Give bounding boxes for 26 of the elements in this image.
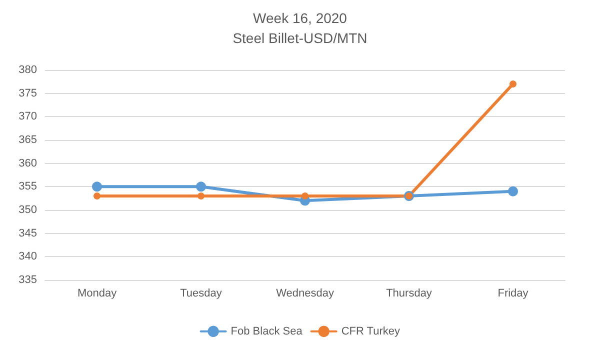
point [94,192,100,200]
x-tick-label: Thursday [386,288,432,300]
legend-label: Fob Black Sea [230,325,304,338]
point [508,186,518,196]
x-tick-label: Wednesday [276,288,334,300]
x-tick-label: Tuesday [180,288,222,300]
y-tick-label: 360 [18,157,37,170]
y-tick-label: 370 [18,110,37,123]
y-tick-label: 345 [18,227,37,240]
legend-label: CFR Turkey [341,325,401,338]
chart-title: Week 16, 2020 [253,10,348,26]
point [510,80,516,88]
chart-subtitle: Steel Billet-USD/MTN [232,30,368,46]
y-tick-label: 350 [18,204,37,216]
x-tick-label: Friday [498,288,529,300]
y-tick-label: 355 [18,180,37,193]
y-tick-label: 340 [18,250,37,263]
y-tick-label: 365 [18,134,37,146]
point [302,192,308,200]
x-tick-label: Monday [77,288,118,300]
point [92,182,102,192]
point [198,192,204,200]
y-tick-label: 380 [18,64,37,76]
y-tick-label: 335 [18,274,37,286]
point [196,182,206,192]
y-tick-label: 375 [18,87,37,100]
